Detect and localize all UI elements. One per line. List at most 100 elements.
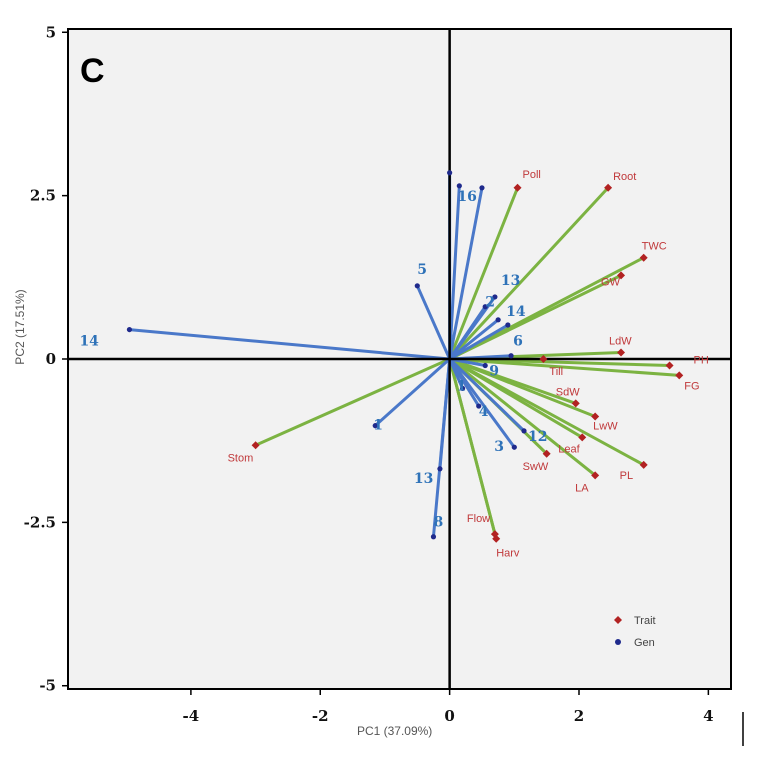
trait-label: SwW [523, 461, 549, 473]
gen-label: 5 [417, 262, 427, 278]
trait-label: Leaf [558, 443, 580, 455]
x-tick-label: 4 [703, 707, 713, 725]
trait-marker [617, 348, 626, 357]
gen-marker [511, 444, 517, 450]
gen-vector [448, 186, 484, 361]
zero-lines [68, 29, 731, 689]
gen-marker [521, 428, 527, 434]
x-axis-title: PC1 (37.09%) [357, 724, 432, 738]
gen-marker [459, 385, 466, 392]
legend: Trait Gen [614, 615, 656, 649]
legend-label: Gen [634, 637, 655, 649]
trait-label: Flow [467, 513, 490, 525]
legend-label: Trait [634, 615, 656, 627]
trait-label: PH [694, 355, 709, 367]
y-tick-label: -5 [39, 677, 56, 695]
gen-label: 14 [79, 334, 99, 350]
gen-vector [448, 184, 461, 361]
trait-vector [448, 357, 681, 377]
trait-marker [639, 253, 648, 262]
gen-vector [448, 357, 526, 433]
trait-marker [578, 433, 587, 442]
trait-marker [675, 371, 684, 380]
gen-label: 4 [479, 404, 489, 420]
gen-marker [479, 185, 485, 191]
trait-vector [448, 273, 623, 361]
gen-marker [126, 326, 133, 333]
gen-label: 1 [457, 378, 467, 394]
trait-marker [617, 271, 626, 280]
gen-marker [495, 317, 501, 323]
trait-vector [448, 357, 646, 467]
gen-label: 9 [489, 364, 499, 380]
trait-vector [254, 357, 452, 447]
trait-label: FG [684, 380, 699, 392]
gen-label: 12 [528, 429, 547, 445]
gen-marker [414, 283, 420, 289]
trait-vector [448, 357, 498, 541]
gen-marker [430, 534, 437, 540]
gen-marker [372, 423, 378, 429]
gen-marker [492, 294, 498, 300]
trait-marker [492, 534, 501, 543]
trait-label: PL [620, 470, 633, 482]
trait-marker [591, 471, 600, 480]
gen-vector [448, 305, 487, 361]
gen-vector [448, 318, 500, 361]
trait-label: Root [613, 171, 636, 183]
gen-marker [447, 170, 453, 176]
trait-label: GW [601, 276, 621, 288]
trait-vector [448, 357, 597, 419]
markers-layer [126, 170, 684, 543]
gen-label: 16 [457, 189, 476, 205]
trait-marker [542, 449, 551, 458]
trait-vector [448, 186, 520, 361]
gen-label: 8 [433, 515, 443, 531]
trait-label: LdW [609, 335, 632, 347]
gen-label: 2 [485, 295, 495, 311]
trait-label: Harv [496, 548, 520, 560]
gen-vector [431, 357, 452, 539]
x-tick-label: 0 [444, 707, 454, 725]
y-tick-label: 2.5 [30, 187, 56, 205]
gen-marker [456, 183, 462, 189]
gen-label: 14 [506, 304, 526, 320]
trait-label: LA [575, 482, 589, 494]
gen-marker [482, 362, 488, 369]
gen-marker [476, 403, 482, 409]
trait-marker [591, 412, 600, 421]
y-axis-title: PC2 (17.51%) [13, 289, 27, 364]
trait-marker [513, 183, 522, 192]
x-tick-label: -4 [183, 707, 200, 725]
gen-marker [505, 322, 511, 328]
trait-vector [448, 357, 597, 477]
gen-label: 6 [513, 334, 523, 350]
trait-label: SdW [556, 386, 580, 398]
gen-vector [448, 357, 516, 449]
panel-label: C [80, 52, 105, 90]
y-tick-label: 0 [46, 350, 56, 368]
point-labels-layer: Poll Root TWC GW LdW PH FG Till SdW LwW Leaf SwW LA P… [79, 169, 708, 560]
x-tick-label: 2 [574, 707, 584, 725]
gen-label: 1 [373, 418, 383, 434]
legend-gen-marker [615, 639, 621, 645]
gen-vector [373, 357, 452, 428]
trait-label: TWC [642, 241, 667, 253]
gen-vector [448, 323, 510, 361]
legend-trait-marker [614, 616, 622, 624]
trait-label: Till [549, 366, 563, 378]
trait-marker [665, 361, 674, 370]
trait-marker [539, 355, 548, 363]
gen-marker [437, 466, 443, 472]
gen-vector [415, 284, 452, 361]
trait-marker [639, 460, 648, 469]
trait-label: Stom [228, 452, 254, 464]
x-tick-label: -2 [312, 707, 329, 725]
y-tick-label: -2.5 [24, 513, 56, 531]
gen-marker [482, 304, 488, 310]
y-tick-label: 5 [46, 23, 56, 41]
trait-label: Poll [523, 169, 541, 181]
trait-label: LwW [593, 421, 618, 433]
gen-label: 13 [414, 471, 433, 487]
